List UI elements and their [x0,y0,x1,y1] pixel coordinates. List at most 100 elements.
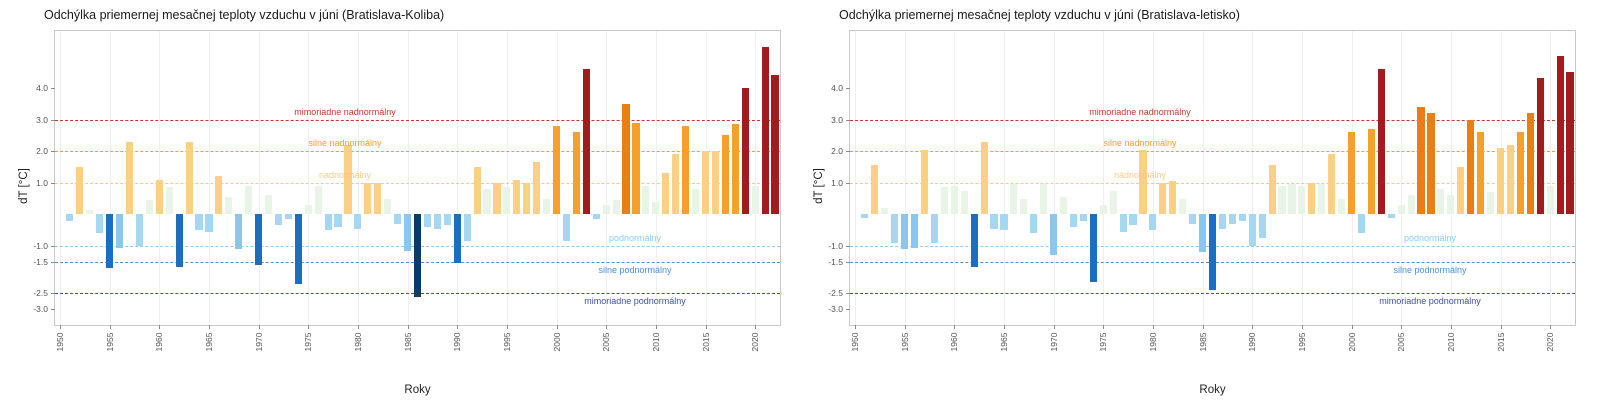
bar-2000 [1347,132,1356,215]
x-tick-mark [954,325,956,329]
x-tick-label-2015: 2015 [1495,332,1506,352]
x-tick-mark [208,325,210,329]
gridline-1970 [258,31,260,325]
x-tick-mark [705,325,707,329]
bar-1958 [930,214,938,243]
y-axis-label: dT [°C] [813,168,825,204]
y-tick-label-4.0: 4.0 [831,82,843,93]
gridline-1980 [1152,31,1154,325]
bar-2012 [1467,119,1475,215]
y-tick-label-2.0: 2.0 [831,146,843,157]
bar-2007 [1417,106,1425,215]
bar-2014 [692,189,700,215]
bar-1983 [384,198,392,215]
bar-2018 [731,124,739,215]
bar-1979 [344,144,352,215]
bar-1975 [1099,204,1107,215]
bar-1961 [960,190,968,215]
x-tick-mark [1053,325,1055,329]
bar-1986 [1208,214,1217,291]
bar-2001 [1357,214,1366,234]
bar-1957 [920,149,929,215]
gridline-1985 [1202,31,1204,325]
bar-1975 [304,204,312,215]
bar-1982 [1169,181,1177,215]
x-tick-mark [606,325,608,329]
bar-1985 [403,214,412,251]
bar-1977 [1119,214,1127,232]
y-tick-mark [51,245,55,247]
bar-2021 [761,46,769,215]
bar-1960 [155,179,163,215]
bar-2006 [1407,195,1415,215]
x-tick-mark [1351,325,1353,329]
bar-1987 [1218,214,1226,229]
bar-2022 [1566,72,1574,215]
threshold-label--1: podnormálny [1403,232,1457,243]
bar-1978 [334,214,342,227]
y-tick-label--2.5: -2.5 [828,288,843,299]
x-tick-mark [1301,325,1303,329]
x-tick-label-1970: 1970 [253,332,264,352]
bar-2013 [682,125,690,215]
y-tick-label--1.0: -1.0 [33,240,48,251]
bar-2008 [1427,113,1435,215]
bar-1956 [910,214,919,248]
bar-1999 [1338,198,1346,215]
bar-1974 [1089,214,1097,283]
chart-title: Odchýlka priemernej mesačnej teploty vzd… [839,8,1240,22]
bar-2009 [1437,189,1445,215]
bar-2000 [552,125,561,215]
bar-1999 [543,198,551,215]
gridline-2005 [606,31,608,325]
bar-1966 [1010,184,1018,215]
x-tick-label-2020: 2020 [750,332,761,352]
x-tick-label-1965: 1965 [998,332,1009,352]
bar-2014 [1487,192,1495,215]
x-tick-label-1975: 1975 [1098,332,1109,352]
threshold-line-1 [55,182,780,184]
bar-1951 [66,214,74,221]
threshold-label--2.5: mimoriadne podnormálny [584,296,686,307]
bar-1988 [1228,214,1236,224]
bar-2003 [1377,68,1385,215]
bar-1963 [980,141,988,215]
bar-1962 [970,214,978,267]
bar-1987 [423,214,431,227]
bar-1964 [195,214,203,231]
gridline-1995 [1301,31,1303,325]
gridline-2020 [1550,31,1552,325]
y-tick-label--1.0: -1.0 [828,240,843,251]
y-tick-mark [846,245,850,247]
y-tick-mark [51,151,55,153]
x-tick-mark [655,325,657,329]
bar-1990 [1248,214,1256,246]
x-tick-mark [1152,325,1154,329]
x-tick-label-2020: 2020 [1545,332,1556,352]
gridline-1985 [407,31,409,325]
bar-2017 [1516,132,1524,215]
threshold-label-1: nadnormálny [318,169,372,180]
gridline-2020 [755,31,757,325]
bar-2016 [711,151,719,215]
y-tick-label--1.5: -1.5 [828,256,843,267]
bar-1960 [950,185,958,215]
x-tick-mark [1401,325,1403,329]
x-tick-mark [1252,325,1254,329]
threshold-label-2: silne nadnormálny [1103,138,1177,149]
bar-1984 [394,214,402,224]
x-tick-label-2005: 2005 [1396,332,1407,352]
bar-1972 [274,214,283,226]
x-tick-label-2005: 2005 [601,332,612,352]
y-tick-mark [51,87,55,89]
bar-1998 [533,162,541,215]
bar-2005 [602,204,610,215]
chart-title: Odchýlka priemernej mesačnej teploty vzd… [44,8,445,22]
x-tick-label-1975: 1975 [303,332,314,352]
x-tick-label-1980: 1980 [352,332,363,352]
x-tick-label-1960: 1960 [154,332,165,352]
threshold-line-2 [850,151,1575,153]
bar-1953 [86,209,94,215]
bar-1988 [433,214,441,229]
y-tick-label-4.0: 4.0 [36,82,48,93]
